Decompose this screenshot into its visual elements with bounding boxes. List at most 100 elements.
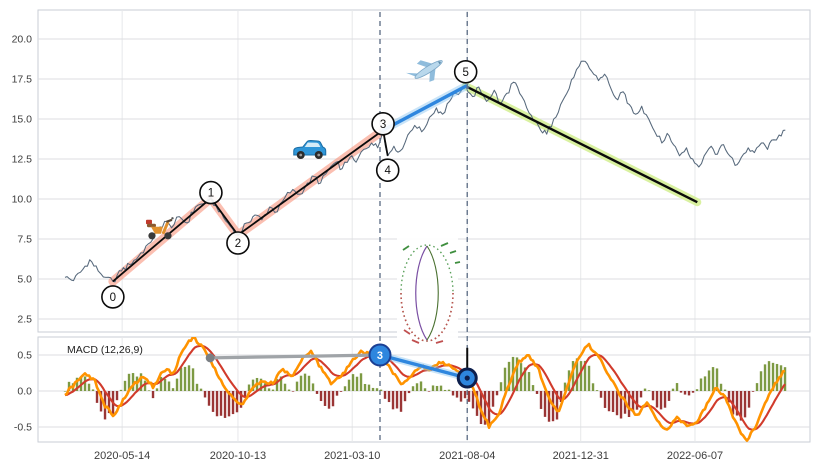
macd-histogram-bar xyxy=(727,391,731,403)
macd-histogram-bar xyxy=(327,391,331,409)
macd-histogram-bar xyxy=(455,391,459,398)
macd-histogram-bar xyxy=(775,363,779,391)
cycle-ring-red xyxy=(400,292,454,342)
macd-histogram-bar xyxy=(579,361,583,391)
airplane-icon xyxy=(406,60,443,82)
macd-histogram-bar xyxy=(307,375,311,391)
macd-histogram-bar xyxy=(503,367,507,391)
macd-histogram-bar xyxy=(411,386,415,391)
car-window xyxy=(304,142,321,147)
cycle-leaf-left xyxy=(415,245,428,341)
macd-histogram-bar xyxy=(271,389,275,391)
macd-wave5-dot xyxy=(464,375,470,381)
macd-histogram-bar xyxy=(347,379,351,391)
macd-histogram-bar xyxy=(155,388,159,391)
macd-histogram-bar xyxy=(131,373,135,391)
macd-histogram-bar xyxy=(87,383,91,391)
scooter-handlebar xyxy=(166,218,173,223)
macd-histogram-bar xyxy=(107,391,111,414)
macd-histogram-bar xyxy=(267,388,271,391)
macd-divergence-markers: 3 xyxy=(205,343,478,389)
macd-histogram-bar xyxy=(483,391,487,425)
macd-histogram-bar xyxy=(375,388,379,391)
macd-plot-area xyxy=(63,337,787,442)
macd-histogram-bar xyxy=(767,361,771,391)
macd-histogram-bar xyxy=(647,390,651,391)
macd-histogram-bar xyxy=(631,391,635,412)
macd-histogram-bar xyxy=(603,391,607,408)
macd-wave3-marker[interactable] xyxy=(368,343,392,367)
macd-histogram-bar xyxy=(543,391,547,417)
macd-histogram-bar xyxy=(195,383,199,391)
wave-2-marker[interactable] xyxy=(226,231,250,255)
macd-histogram-bar xyxy=(239,391,243,408)
macd-histogram-bar xyxy=(211,391,215,412)
macd-histogram-bar xyxy=(651,391,655,401)
macd-histogram-bar xyxy=(723,389,727,391)
macd-histogram-bar xyxy=(91,389,95,391)
emoji-icons xyxy=(145,60,443,240)
macd-histogram-bar xyxy=(335,391,339,396)
macd-histogram-bar xyxy=(283,383,287,391)
macd-histogram-bar xyxy=(299,375,303,391)
macd-histogram-bar xyxy=(175,378,179,391)
macd-histogram-bar xyxy=(171,388,175,391)
wave-4-marker[interactable] xyxy=(375,158,400,182)
macd-histogram-bar xyxy=(95,391,99,403)
x-tick-label: 2022-06-07 xyxy=(667,450,723,462)
macd-histogram-bar xyxy=(703,376,707,391)
wave-1-marker[interactable] xyxy=(199,180,223,205)
x-tick-label: 2020-10-13 xyxy=(210,450,266,462)
macd-histogram-bar xyxy=(223,391,227,418)
cycle-tick-red xyxy=(411,339,420,344)
macd-histogram-bar xyxy=(747,391,751,408)
price-series-line xyxy=(64,60,786,283)
macd-histogram-bar xyxy=(163,378,167,391)
macd-histogram-bar xyxy=(115,391,119,401)
wave3-5-blue-line xyxy=(381,84,468,132)
y-tick-label: 5.0 xyxy=(17,274,32,286)
y-tick-label: 0.5 xyxy=(17,350,32,362)
cycle-tick-green xyxy=(440,242,449,247)
scooter-icon xyxy=(145,217,174,240)
macd-histogram-bar xyxy=(287,389,291,391)
macd-histogram-bar xyxy=(555,391,559,420)
macd-histogram-bar xyxy=(75,377,79,391)
macd-histogram-bar xyxy=(683,391,687,395)
macd-histogram-bar xyxy=(139,373,143,391)
wave-5-marker[interactable] xyxy=(453,60,478,84)
macd-histogram-bar xyxy=(251,379,255,391)
macd-histogram-bar xyxy=(755,383,759,391)
macd-histogram-bar xyxy=(619,391,623,419)
macd-histogram-bar xyxy=(771,362,775,391)
macd-histogram-bar xyxy=(783,367,787,391)
macd-histogram-bar xyxy=(671,388,675,391)
macd-histogram-bar xyxy=(407,391,411,394)
macd-histogram-bar xyxy=(243,391,247,397)
y-tick-label: 12.5 xyxy=(12,154,33,166)
scooter-column xyxy=(161,221,170,235)
macd-histogram-bar xyxy=(279,376,283,391)
macd-histogram-bar xyxy=(319,391,323,402)
macd-histogram-bar xyxy=(215,391,219,417)
car-hub xyxy=(299,153,303,157)
macd-histogram-bar xyxy=(431,385,435,391)
macd-histogram-bar xyxy=(539,391,543,409)
macd-histogram-bar xyxy=(575,358,579,391)
macd-histogram-bar xyxy=(259,378,263,391)
wave-0-marker[interactable] xyxy=(101,285,125,309)
macd-histogram-bar xyxy=(655,391,659,408)
macd-histogram-bar xyxy=(151,391,155,399)
macd-histogram-bar xyxy=(183,366,187,391)
macd-histogram-bar xyxy=(63,391,67,392)
macd-histogram-bar xyxy=(707,370,711,391)
wave-3-label: 3 xyxy=(380,119,386,131)
wave-3-marker[interactable] xyxy=(371,112,395,136)
macd-histogram-bar xyxy=(607,391,611,412)
macd-line xyxy=(64,337,786,442)
macd-histogram-bar xyxy=(447,389,451,391)
macd-histogram-bar xyxy=(363,383,367,391)
y-tick-label: 20.0 xyxy=(12,34,33,46)
macd-histogram-bar xyxy=(311,383,315,391)
macd-histogram-bar xyxy=(547,391,551,422)
